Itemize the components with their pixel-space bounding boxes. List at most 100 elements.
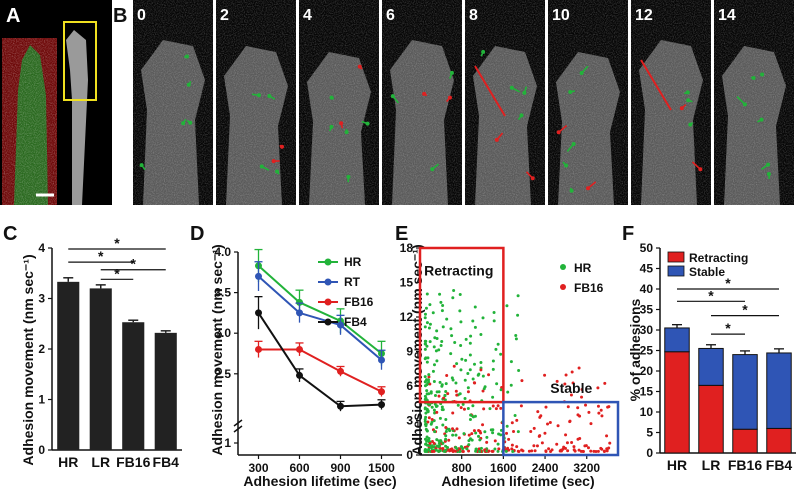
e-point-fb16 [470, 432, 474, 436]
e-point-fb16 [444, 425, 448, 429]
e-point-hr [427, 380, 431, 384]
d-ytick-label: 3.5 [214, 286, 231, 300]
arrow-head [329, 95, 334, 100]
e-point-hr [473, 325, 477, 329]
e-point-hr [440, 383, 444, 387]
e-point-hr [438, 292, 442, 296]
e-point-hr [458, 449, 462, 453]
f-legend-swatch [667, 265, 685, 277]
arrow-head [571, 142, 576, 147]
f-significance-star: * [742, 302, 748, 318]
f-ytick-label: 35 [640, 303, 654, 317]
e-point-hr [439, 439, 443, 443]
e-xtick-label: 800 [452, 461, 472, 475]
e-point-hr [470, 438, 474, 442]
e-point-fb16 [572, 445, 576, 449]
e-point-hr [423, 375, 427, 379]
panel-b: B 0 2 4 6 8 10 12 14 [113, 0, 794, 205]
e-point-hr [444, 417, 448, 421]
e-point-hr [435, 390, 439, 394]
e-point-hr [459, 343, 463, 347]
e-point-fb16 [510, 443, 514, 447]
e-point-hr [427, 326, 431, 330]
e-point-fb16 [580, 395, 584, 399]
d-point [337, 402, 344, 410]
e-point-hr [460, 357, 464, 361]
e-point-fb16 [571, 381, 575, 385]
d-xtick-label: 600 [289, 461, 309, 475]
e-point-hr [434, 448, 438, 452]
e-point-hr [452, 289, 456, 293]
frame-number: 2 [220, 7, 229, 24]
e-point-hr [460, 445, 464, 449]
e-point-fb16 [516, 449, 520, 453]
d-point [378, 401, 385, 409]
e-point-hr [491, 395, 495, 399]
panel-label-e: E [395, 223, 408, 245]
e-point-fb16 [577, 448, 581, 452]
e-point-hr [428, 444, 432, 448]
e-point-fb16 [510, 447, 514, 451]
e-point-fb16 [479, 431, 483, 435]
d-legend-label: FB16 [344, 295, 374, 309]
e-point-hr [516, 313, 520, 317]
e-point-hr [425, 389, 429, 393]
e-point-hr [441, 441, 445, 445]
e-point-hr [474, 431, 478, 435]
e-point-fb16 [432, 449, 436, 453]
e-point-hr [485, 435, 489, 439]
e-point-fb16 [584, 403, 588, 407]
d-point [337, 321, 344, 329]
e-point-fb16 [447, 438, 451, 442]
e-point-fb16 [543, 431, 547, 435]
e-point-fb16 [538, 415, 542, 419]
arrow-head [564, 163, 569, 168]
e-point-hr [464, 337, 468, 341]
e-point-hr [513, 414, 517, 418]
e-point-hr [463, 378, 467, 382]
e-point-hr [427, 447, 431, 451]
e-point-hr [424, 424, 428, 428]
e-point-fb16 [594, 450, 598, 454]
e-point-fb16 [569, 393, 573, 397]
e-point-fb16 [435, 410, 439, 414]
e-point-fb16 [570, 441, 574, 445]
e-point-fb16 [448, 449, 452, 453]
e-point-fb16 [587, 410, 591, 414]
d-series-line-rt [257, 275, 383, 361]
e-point-hr [492, 319, 496, 323]
e-point-fb16 [426, 420, 430, 424]
e-point-fb16 [479, 368, 483, 372]
f-bar-stable [698, 347, 724, 386]
e-point-fb16 [499, 406, 503, 410]
d-legend-label: RT [344, 275, 361, 289]
e-point-hr [423, 407, 427, 411]
arrow-head [390, 94, 395, 99]
panel-a: A [0, 0, 112, 205]
e-point-fb16 [535, 444, 539, 448]
e-point-hr [497, 432, 501, 436]
f-ytick-label: 10 [640, 405, 654, 419]
c-xtick-label: FB4 [153, 454, 180, 470]
e-region-retracting [418, 246, 505, 404]
e-point-fb16 [579, 449, 583, 453]
d-series-line-fb16 [258, 348, 382, 393]
e-point-fb16 [564, 373, 568, 377]
frame-8: 8 [465, 0, 545, 205]
e-point-fb16 [549, 449, 553, 453]
f-ytick-label: 20 [640, 364, 654, 378]
c-bar [154, 332, 177, 450]
e-point-fb16 [494, 407, 498, 411]
e-point-fb16 [596, 449, 600, 453]
e-legend-marker [560, 264, 566, 270]
e-point-fb16 [467, 449, 471, 453]
d-series-line-fb4 [257, 312, 382, 408]
arrow-head [494, 137, 499, 142]
e-point-hr [432, 363, 436, 367]
e-point-hr [445, 446, 449, 450]
e-point-hr [435, 359, 439, 363]
arrow-head [422, 91, 427, 96]
e-point-hr [427, 392, 431, 396]
e-point-fb16 [564, 433, 568, 437]
e-point-hr [472, 362, 476, 366]
